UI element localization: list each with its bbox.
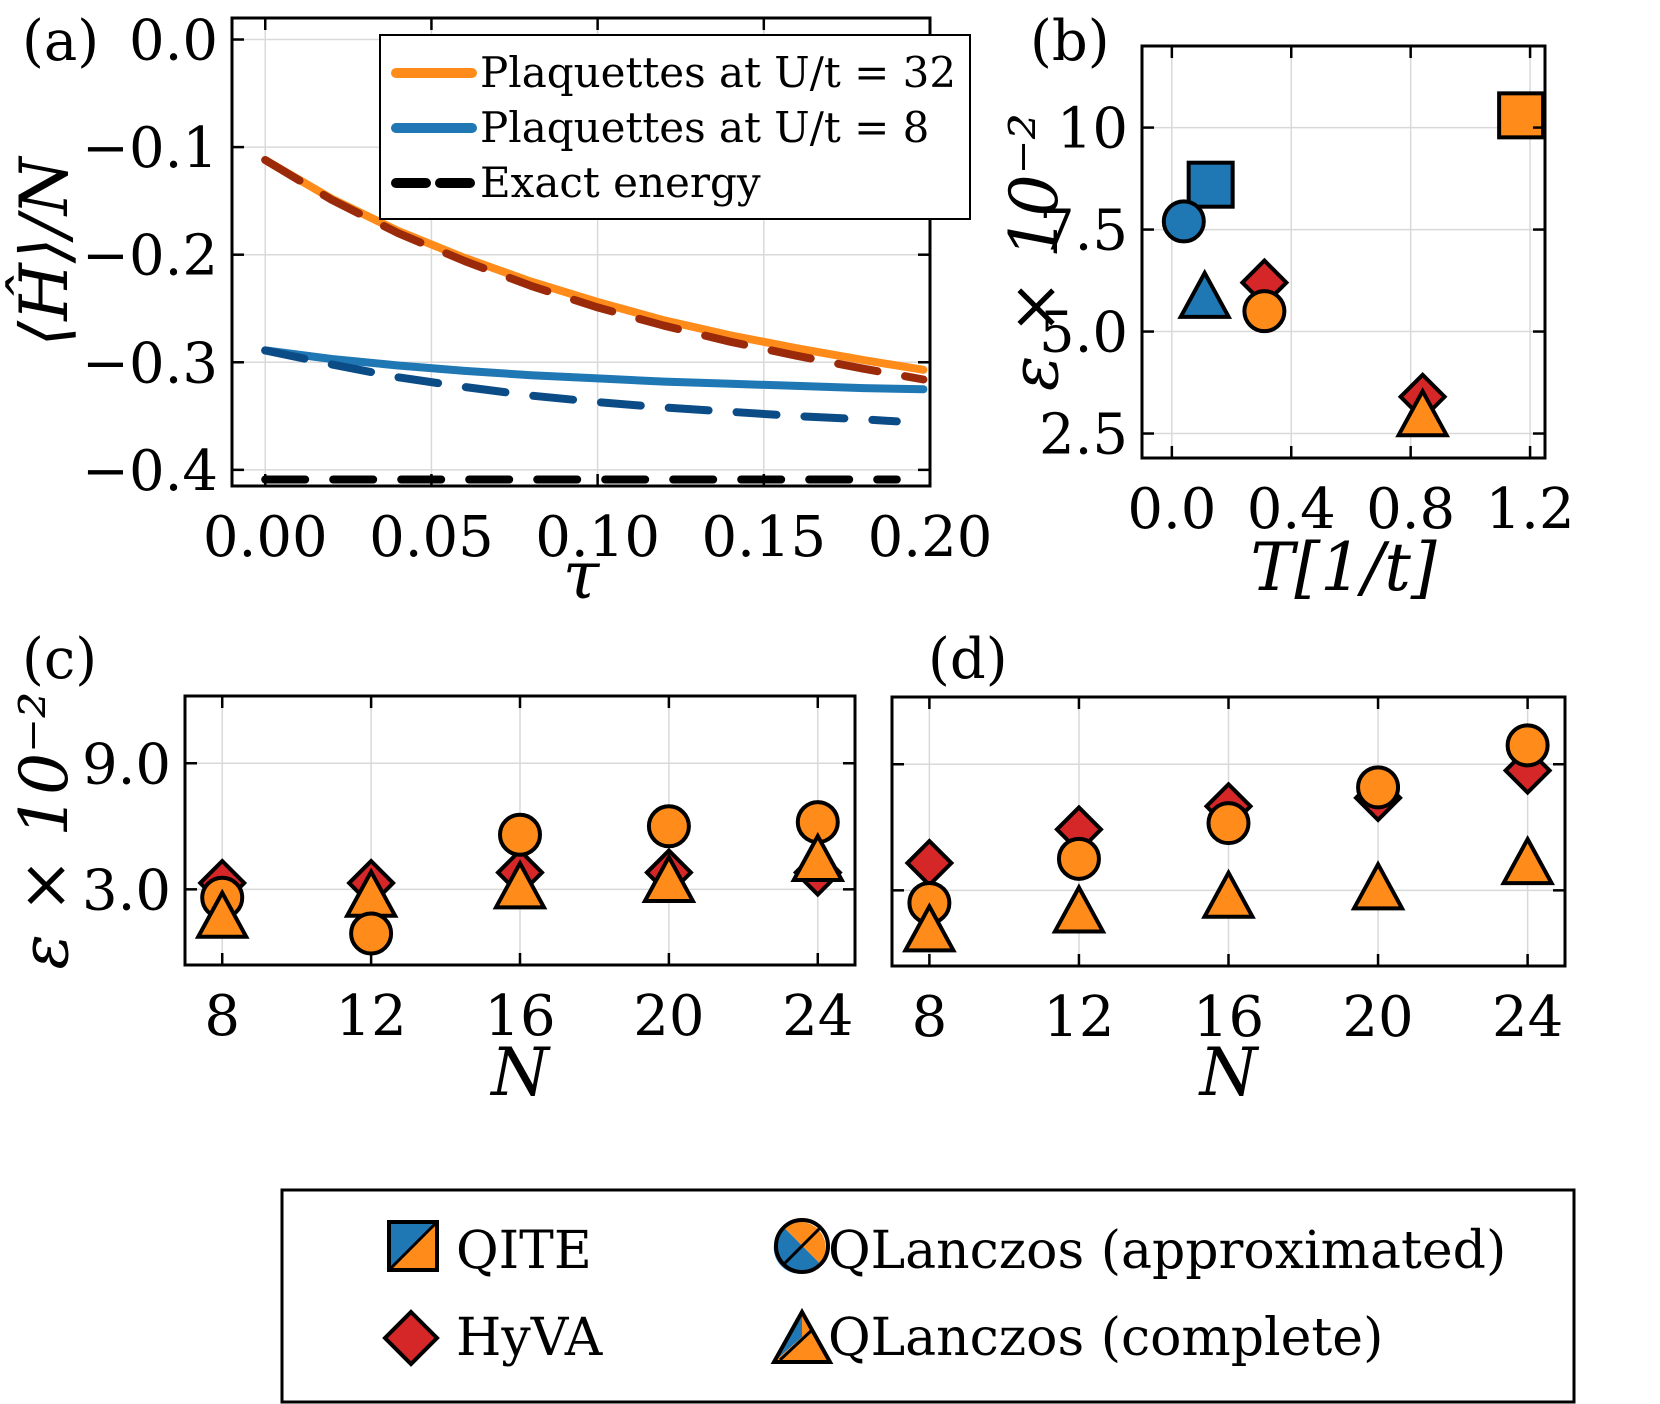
y-tick-label: 3.0: [82, 858, 171, 923]
y-tick-label: 7.5: [1039, 199, 1128, 264]
y-tick-label: −0.2: [82, 224, 218, 289]
x-tick-label: 24: [782, 984, 853, 1049]
data-point-triangle: [1350, 860, 1406, 911]
data-point-triangle: [641, 852, 697, 904]
x-axis-label: N: [1198, 1034, 1260, 1111]
qlanczos-approx-legend-label: QLanczos (approximated): [828, 1221, 1506, 1281]
data-point-circle: [498, 812, 542, 857]
y-tick-label: −0.1: [82, 116, 218, 181]
x-tick-label: 0.0: [1127, 477, 1216, 542]
y-tick-label: −0.3: [82, 331, 218, 396]
plot-frame: [230, 16, 932, 488]
y-tick-label: −0.4: [82, 439, 218, 504]
x-tick-label: 8: [204, 984, 240, 1049]
method-legend: QITE QLanczos (approximated) HyVA QLancz…: [280, 1188, 1576, 1404]
panel-d-plot: 8 12 16 20 24 N: [890, 695, 1567, 1111]
panel-d-label: (d): [928, 627, 1008, 692]
data-point-circle: [1161, 199, 1206, 244]
x-tick-label: 0.4: [1247, 477, 1336, 542]
data-point-diamond: [904, 838, 955, 888]
y-tick-label: 0.0: [129, 9, 218, 74]
data-point-square: [1497, 91, 1546, 140]
data-point-square: [1186, 160, 1235, 209]
data-point-triangle: [1201, 868, 1256, 919]
qite-legend-icon: [387, 1220, 439, 1272]
data-point-circle: [1206, 801, 1251, 846]
y-tick-label: 9.0: [82, 732, 171, 797]
x-tick-label: 12: [1043, 985, 1114, 1050]
x-tick-label: 0.20: [868, 505, 993, 570]
series-line-3: [261, 346, 901, 426]
y-axis-label: ⟨Ĥ⟩/N: [6, 155, 83, 346]
panel-a-plot: 0.00 0.05 0.10 0.15 0.20 0.0 −0.1 −0.2 −0.3 −0.4 τ…: [6, 9, 992, 614]
panel-b-plot: 0.0 0.4 0.8 1.2 2.5 5.0 7.5 10 T[1/t] ε × 10⁻²: [996, 44, 1575, 606]
data-point-triangle: [1395, 387, 1450, 438]
data-point-triangle: [902, 902, 957, 953]
panel-a-label: (a): [22, 9, 99, 74]
y-tick-label: 2.5: [1039, 403, 1128, 468]
data-point-triangle: [194, 888, 250, 939]
y-tick-label: 5.0: [1039, 301, 1128, 366]
panel-a-legend-box: [379, 34, 971, 220]
data-point-circle: [1356, 765, 1401, 810]
legend-label-0: Plaquettes at U/t = 32: [480, 48, 956, 97]
x-tick-label: 0.15: [701, 505, 826, 570]
data-point-circle: [349, 911, 394, 956]
qlanczos-approx-legend-icon: [773, 1218, 830, 1274]
y-axis-label: ε × 10⁻²: [6, 692, 83, 970]
data-point-triangle: [1500, 834, 1555, 886]
legend-label-1: Plaquettes at U/t = 8: [480, 103, 929, 152]
data-point-circle: [646, 804, 691, 849]
x-tick-label: 0.8: [1366, 477, 1455, 542]
data-point-circle: [1056, 836, 1101, 881]
panel-c-label: (c): [22, 627, 97, 692]
x-tick-label: 16: [484, 984, 555, 1049]
x-axis-label: N: [489, 1034, 551, 1111]
data-point-circle: [1242, 289, 1287, 334]
y-axis-label: ε × 10⁻²: [996, 113, 1073, 391]
x-tick-label: 12: [335, 984, 406, 1049]
x-tick-label: 0.05: [369, 505, 494, 570]
y-tick-label: 10: [1057, 97, 1128, 162]
x-tick-label: 0.00: [203, 505, 328, 570]
data-point-triangle: [492, 859, 548, 910]
series-line-1: [261, 156, 928, 384]
x-tick-label: 20: [1342, 985, 1413, 1050]
plot-frame: [1140, 44, 1547, 460]
series-line-2: [261, 346, 928, 394]
panel-b-label: (b): [1030, 9, 1110, 74]
series-line-0: [261, 156, 928, 374]
hyva-legend-icon: [382, 1309, 440, 1367]
x-tick-label: 0.10: [535, 505, 660, 570]
panel-c-plot: 8 12 16 20 24 3.0 9.0 Nε × 10⁻²: [6, 692, 857, 1111]
x-tick-label: 16: [1193, 985, 1264, 1050]
x-tick-label: 20: [633, 984, 704, 1049]
x-tick-label: 24: [1492, 985, 1563, 1050]
legend-label-2: Exact energy: [480, 158, 761, 207]
x-tick-label: 8: [912, 985, 948, 1050]
data-point-triangle: [790, 831, 846, 883]
data-point-circle: [1505, 723, 1550, 768]
qlanczos-complete-legend-label: QLanczos (complete): [828, 1308, 1383, 1368]
hyva-legend-label: HyVA: [456, 1308, 604, 1368]
qlanczos-complete-legend-icon: [770, 1307, 834, 1364]
data-point-triangle: [1177, 268, 1233, 319]
qite-legend-label: QITE: [456, 1221, 592, 1281]
data-point-triangle: [1051, 883, 1107, 934]
x-tick-label: 1.2: [1486, 477, 1575, 542]
x-axis-label: T[1/t]: [1250, 529, 1437, 606]
x-axis-label: τ: [563, 537, 601, 614]
